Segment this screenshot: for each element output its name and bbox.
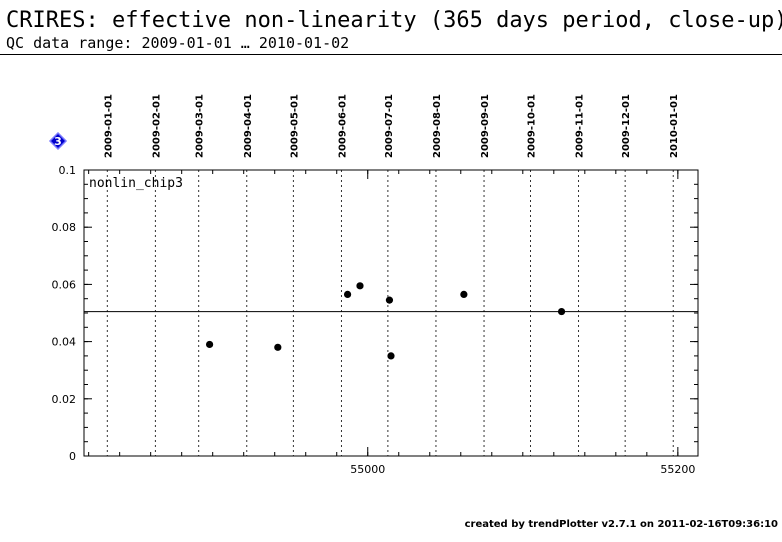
data-point: [205, 340, 214, 349]
y-tick-label: 0.08: [52, 221, 77, 234]
data-point: [356, 282, 364, 290]
date-tick-label: 2010-01-01: [669, 94, 680, 158]
chip-marker-icon: [48, 131, 68, 151]
date-tick-label: 2009-05-01: [289, 94, 300, 158]
date-tick-label: 2009-01-01: [103, 94, 114, 158]
data-point: [557, 307, 566, 316]
y-tick-label: 0: [69, 450, 76, 463]
date-tick-label: 2009-06-01: [337, 94, 348, 158]
chip-marker-label: 3: [54, 135, 62, 148]
date-tick-label: 2009-03-01: [195, 94, 206, 158]
plot-frame: [83, 169, 699, 457]
date-tick-label: 2009-04-01: [243, 94, 254, 158]
date-tick-label: 2009-02-01: [151, 94, 162, 158]
date-tick-label: 2009-09-01: [480, 94, 491, 158]
x-tick-label: 55000: [350, 463, 385, 476]
x-tick-label: 55200: [660, 463, 695, 476]
date-tick-label: 2009-10-01: [527, 94, 538, 158]
y-tick-label: 0.02: [52, 393, 77, 406]
data-point: [385, 296, 394, 304]
date-tick-label: 2009-12-01: [621, 94, 632, 158]
y-tick-label: 0.04: [52, 336, 77, 349]
date-tick-label: 2009-07-01: [384, 94, 395, 158]
page-title: CRIRES: effective non-linearity (365 day…: [6, 8, 782, 33]
date-tick-label: 2009-11-01: [575, 94, 586, 158]
qc-data-range: QC data range: 2009-01-01 … 2010-01-02: [6, 34, 350, 52]
data-point: [343, 290, 352, 299]
footer-credit: created by trendPlotter v2.7.1 on 2011-0…: [464, 519, 778, 530]
header-divider: [0, 54, 782, 55]
data-point: [387, 352, 395, 360]
date-tick-label: 2009-08-01: [432, 94, 443, 158]
y-tick-label: 0.06: [52, 278, 77, 291]
data-point: [274, 343, 282, 351]
panel-label: nonlin_chip3: [89, 176, 183, 191]
y-tick-label: 0.1: [59, 164, 77, 177]
data-point: [460, 290, 468, 299]
